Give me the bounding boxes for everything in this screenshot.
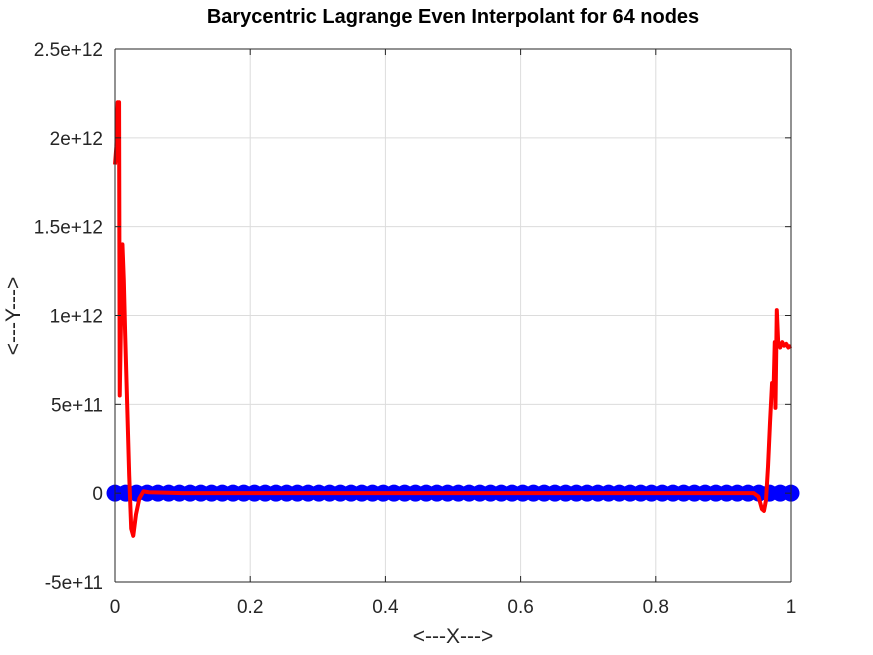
- y-tick-label: 2.5e+12: [34, 40, 103, 61]
- x-tick-label: 0.8: [643, 597, 669, 618]
- x-axis-label: <---X--->: [413, 625, 494, 648]
- y-tick-label: -5e+11: [45, 573, 103, 594]
- chart-title: Barycentric Lagrange Even Interpolant fo…: [207, 6, 699, 28]
- axes: [114, 48, 792, 583]
- y-tick-label: 2e+12: [50, 129, 103, 150]
- y-tick-label: 5e+11: [51, 395, 103, 416]
- y-tick-label: 0: [92, 484, 103, 505]
- y-tick-label: 1.5e+12: [34, 218, 103, 239]
- x-tick-label: 0.4: [372, 597, 399, 618]
- x-tick-label: 0: [110, 597, 121, 618]
- y-axis-label: <---Y--->: [2, 277, 25, 356]
- plot-area: [106, 100, 800, 538]
- x-tick-label: 0.6: [507, 597, 533, 618]
- interpolant-line: [113, 100, 793, 538]
- y-tick-label: 1e+12: [50, 307, 103, 328]
- x-tick-label: 1: [786, 597, 797, 618]
- tick-labels: 0 0.2 0.4 0.6 0.8 1 -5e+11 0 5e+11 1e+12 1.5e+12 2e…: [34, 40, 797, 618]
- grid: [114, 48, 792, 583]
- x-tick-label: 0.2: [237, 597, 263, 618]
